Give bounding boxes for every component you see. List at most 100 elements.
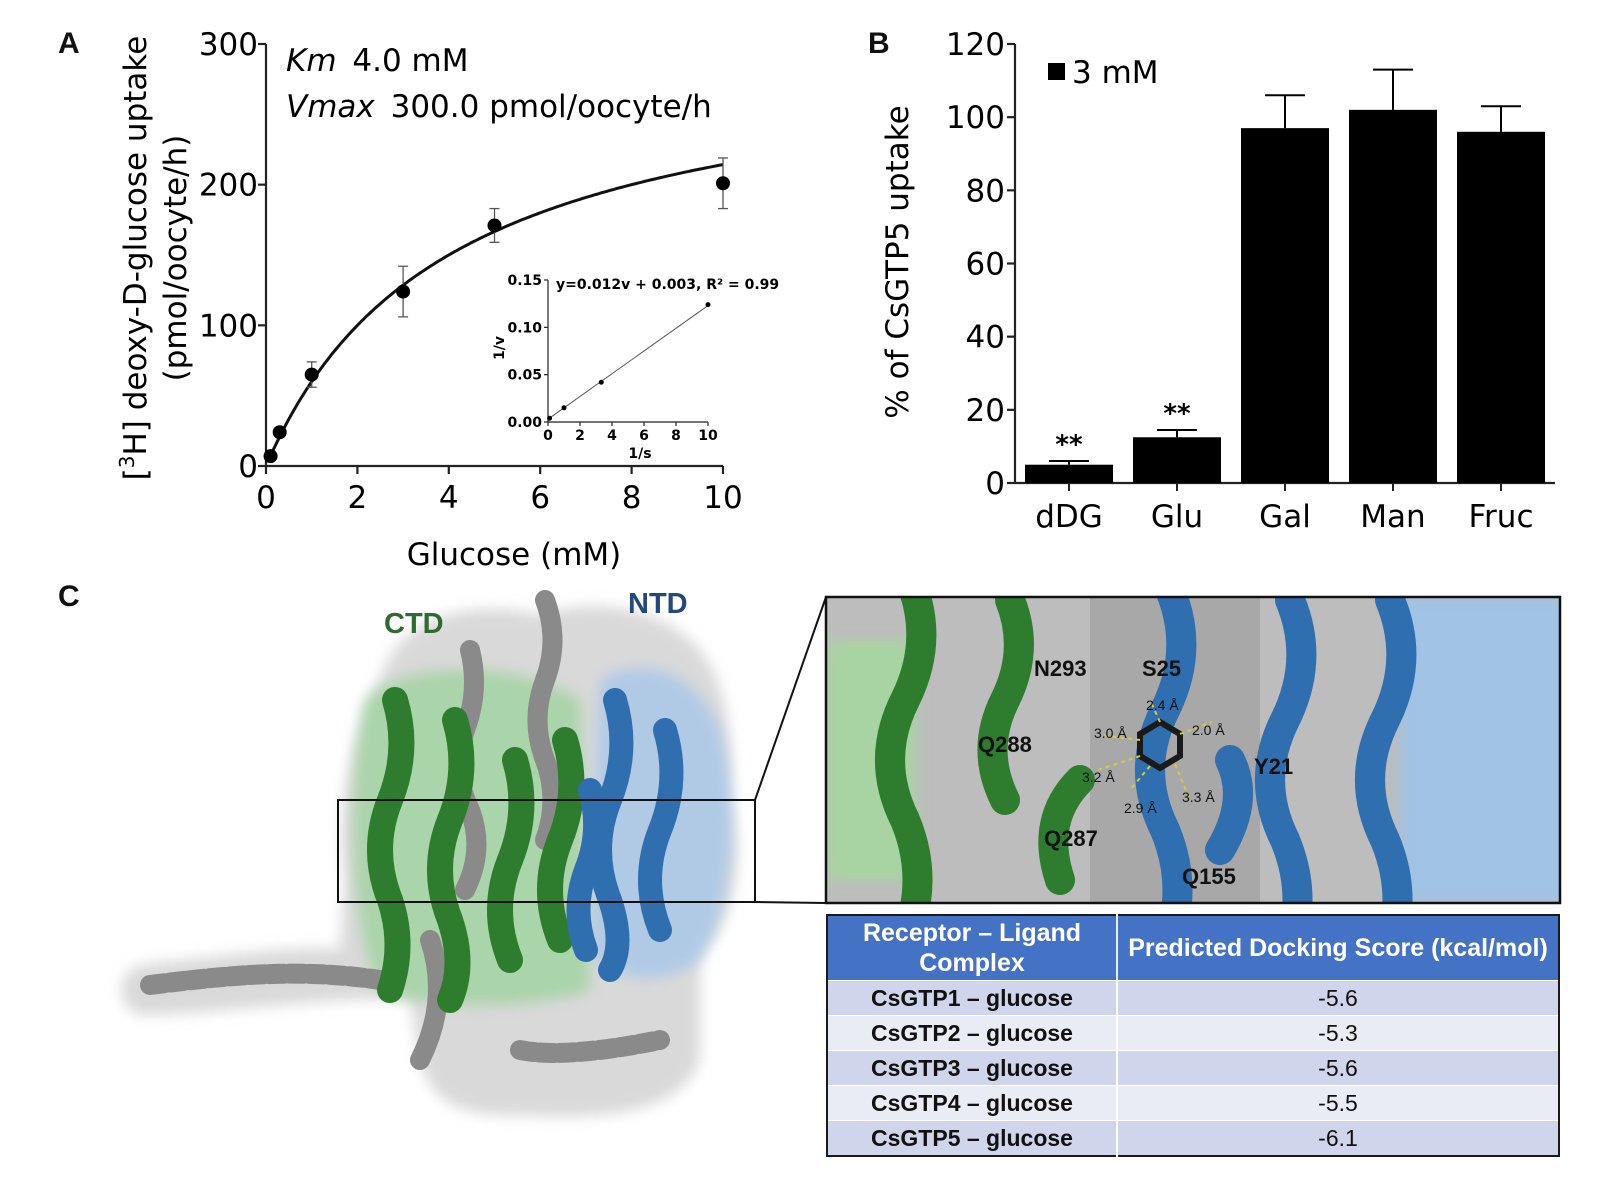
bar-y-tick-label: 20 bbox=[966, 393, 1005, 429]
table-cell-score: -5.3 bbox=[1117, 1015, 1559, 1051]
bar-x-tick-label: Glu bbox=[1151, 499, 1203, 535]
inset-y-tick-label: 0.00 bbox=[507, 415, 542, 431]
bar-x-tick-label: Man bbox=[1360, 499, 1425, 535]
inset-x-label: 1/s bbox=[628, 446, 651, 462]
table-cell-complex: CsGTP1 – glucose bbox=[827, 980, 1118, 1016]
table-row: CsGTP1 – glucose -5.6 bbox=[827, 980, 1559, 1016]
table-cell-score: -5.6 bbox=[1117, 1050, 1559, 1086]
data-point bbox=[716, 176, 730, 191]
legend-swatch bbox=[1048, 63, 1065, 80]
bar-y-tick-label: 100 bbox=[946, 100, 1005, 136]
inset-data-point bbox=[547, 415, 553, 421]
panel-label-a: A bbox=[58, 27, 80, 60]
inset-tick-labels: 0 2 4 6 8 10 0.00 0.05 0.10 0.15 bbox=[507, 273, 718, 444]
bar-y-tick-label: 60 bbox=[966, 247, 1005, 283]
inset-axes bbox=[544, 279, 709, 426]
binding-site-zoom-frame bbox=[824, 595, 1562, 905]
table-header: Predicted Docking Score (kcal/mol) bbox=[1117, 915, 1559, 981]
inset-data-points bbox=[547, 302, 711, 421]
table-cell-complex: CsGTP5 – glucose bbox=[827, 1120, 1118, 1156]
kinetics-data-points bbox=[263, 157, 730, 464]
table-header: Receptor – Ligand Complex bbox=[827, 915, 1118, 981]
significance-marker: ** bbox=[1163, 399, 1191, 429]
ntd-helices bbox=[566, 688, 684, 982]
data-point bbox=[487, 218, 502, 233]
y-axis-label-line1: [3H] deoxy-D-glucose uptake bbox=[115, 36, 154, 481]
bar-x-tick-label: Gal bbox=[1259, 499, 1311, 535]
data-point bbox=[272, 425, 287, 440]
bar-y-tick-label: 120 bbox=[946, 27, 1005, 63]
docking-score-table: Receptor – Ligand Complex Predicted Dock… bbox=[826, 914, 1560, 1157]
distance-label: 3.3 Å bbox=[1182, 789, 1215, 805]
panel-label-c: C bbox=[58, 580, 80, 613]
binding-site-zoom: N293 S25 Q288 Y21 Q287 Q155 2.4 Å 3.0 Å … bbox=[826, 597, 1560, 903]
x-tick-label: 4 bbox=[439, 480, 459, 516]
substrate-specificity-chart: 0 20 40 60 80 100 120 dDG ** Glu ** Gal Man Fruc 3 mM… bbox=[880, 27, 1555, 535]
x-tick-label: 10 bbox=[703, 480, 742, 516]
bar-y-axis-label: % of CsGTP5 uptake bbox=[880, 105, 916, 418]
table-cell-complex: CsGTP2 – glucose bbox=[827, 1015, 1118, 1051]
ntd-label: NTD bbox=[628, 588, 688, 620]
inset-data-point bbox=[705, 302, 711, 308]
x-tick-label: 2 bbox=[348, 480, 368, 516]
vmax-annotation: Vmax 300.0 pmol/oocyte/h bbox=[286, 89, 712, 125]
bar-x-tick-label: dDG bbox=[1035, 499, 1103, 535]
ctd-label: CTD bbox=[384, 608, 444, 640]
zoom-selection-box bbox=[337, 799, 756, 903]
bar-y-tick-label: 40 bbox=[966, 320, 1005, 356]
inset-x-tick-label: 4 bbox=[607, 428, 617, 444]
distance-label: 2.9 Å bbox=[1124, 800, 1157, 816]
table-cell-score: -5.6 bbox=[1117, 980, 1559, 1016]
residue-label: Y21 bbox=[1254, 754, 1293, 779]
distance-label: 2.4 Å bbox=[1146, 697, 1179, 713]
bar bbox=[1025, 464, 1113, 483]
distance-label: 3.2 Å bbox=[1082, 769, 1115, 785]
x-tick-label: 0 bbox=[256, 480, 276, 516]
table-row: CsGTP4 – glucose -5.5 bbox=[827, 1085, 1559, 1121]
x-tick-label: 6 bbox=[530, 480, 550, 516]
inset-y-label: 1/v bbox=[492, 336, 508, 360]
inset-equation: y=0.012v + 0.003, R² = 0.99 bbox=[556, 277, 779, 293]
data-point bbox=[304, 367, 319, 382]
lineweaver-burk-inset: 0 2 4 6 8 10 0.00 0.05 0.10 0.15 y=0.012v + 0.003… bbox=[492, 273, 779, 462]
table-row: CsGTP5 – glucose -6.1 bbox=[827, 1120, 1559, 1156]
table-cell-complex: CsGTP4 – glucose bbox=[827, 1085, 1118, 1121]
bar-x-tick-label: Fruc bbox=[1468, 499, 1533, 535]
residue-label: N293 bbox=[1034, 656, 1087, 681]
significance-marker: ** bbox=[1055, 430, 1083, 460]
distance-labels: 2.4 Å 3.0 Å 2.0 Å 3.2 Å 2.9 Å 3.3 Å bbox=[1082, 697, 1225, 816]
table-cell-score: -6.1 bbox=[1117, 1120, 1559, 1156]
inset-regression-line bbox=[547, 305, 709, 420]
inset-x-tick-label: 6 bbox=[639, 428, 649, 444]
table-header-row: Receptor – Ligand Complex Predicted Dock… bbox=[827, 915, 1559, 981]
panel-label-b: B bbox=[868, 27, 890, 60]
bar bbox=[1241, 128, 1329, 483]
table-row: CsGTP3 – glucose -5.6 bbox=[827, 1050, 1559, 1086]
x-tick-label: 8 bbox=[622, 480, 642, 516]
residue-label: Q155 bbox=[1182, 864, 1236, 889]
x-axis-label: Glucose (mM) bbox=[407, 537, 622, 573]
data-point bbox=[263, 449, 278, 464]
inset-data-point bbox=[561, 405, 567, 411]
inset-x-tick-label: 0 bbox=[543, 428, 553, 444]
bar bbox=[1457, 131, 1545, 484]
inset-y-tick-label: 0.05 bbox=[507, 368, 542, 384]
bar-y-tick-label: 80 bbox=[966, 173, 1005, 209]
y-tick-label: 300 bbox=[199, 27, 258, 63]
legend-label: 3 mM bbox=[1072, 55, 1159, 91]
protein-structure-illustration: CTD NTD bbox=[121, 588, 1562, 1117]
inset-y-tick-label: 0.15 bbox=[507, 273, 542, 289]
data-point bbox=[396, 284, 411, 299]
inset-x-tick-label: 2 bbox=[575, 428, 585, 444]
inset-y-tick-label: 0.10 bbox=[507, 320, 542, 336]
bar-y-tick-label: 0 bbox=[985, 466, 1005, 502]
bar bbox=[1133, 437, 1221, 483]
kinetics-axes bbox=[258, 42, 725, 474]
y-tick-label: 200 bbox=[199, 168, 258, 204]
inset-x-tick-label: 8 bbox=[671, 428, 681, 444]
km-annotation: Km 4.0 mM bbox=[286, 43, 469, 79]
table-cell-complex: CsGTP3 – glucose bbox=[827, 1050, 1118, 1086]
residue-labels: N293 S25 Q288 Y21 Q287 Q155 bbox=[978, 656, 1293, 889]
